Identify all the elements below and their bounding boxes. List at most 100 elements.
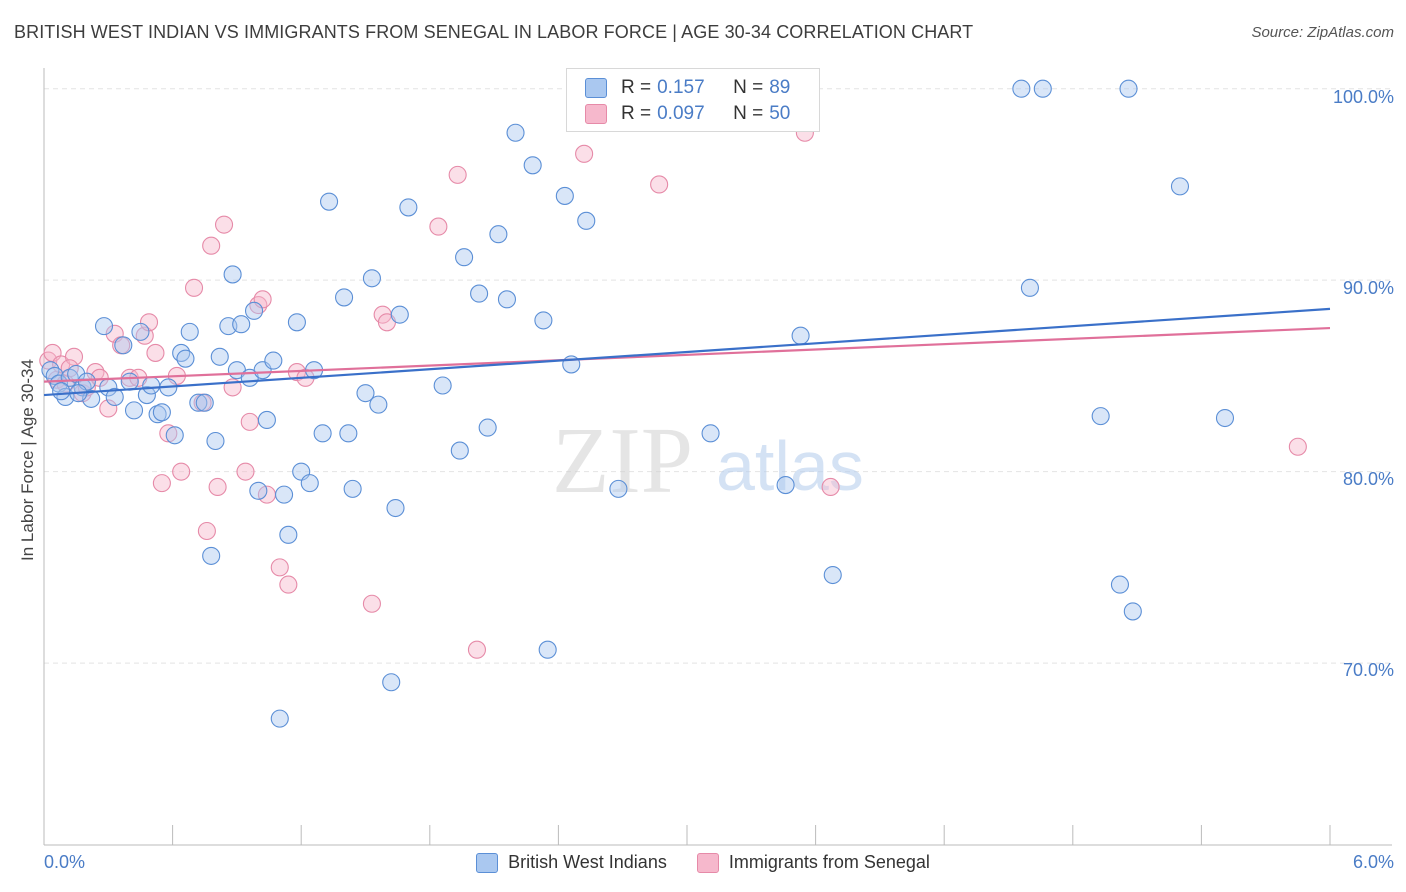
bwi-trend-line — [43, 307, 1331, 397]
y-tick-70: 70.0% — [1342, 660, 1394, 680]
series-legend: British West Indians Immigrants from Sen… — [0, 852, 1406, 873]
bwi-point — [497, 290, 517, 309]
bwi-point — [1020, 278, 1039, 297]
bwi-point — [249, 481, 268, 500]
r-label: R = — [621, 77, 652, 98]
bwi-point — [823, 565, 842, 585]
x-tick-max: 6.0% — [1352, 852, 1394, 872]
y-tick-80: 80.0% — [1342, 469, 1394, 489]
stats-row-senegal: R = 0.097 N = 50 — [585, 101, 790, 127]
bwi-point — [362, 269, 381, 288]
bwi-point — [776, 475, 795, 495]
senegal-point — [448, 165, 467, 184]
bwi-point — [131, 322, 150, 341]
watermark-atlas: atlas — [716, 427, 864, 505]
bwi-point — [1119, 79, 1138, 98]
senegal-legend-swatch — [696, 852, 719, 873]
bwi-point — [124, 401, 144, 420]
bwi-point — [105, 387, 124, 407]
senegal-trend-line — [43, 326, 1331, 383]
n-label: N = — [733, 103, 764, 124]
bwi-points — [41, 79, 1235, 728]
bwi-point — [343, 479, 362, 498]
senegal-point — [240, 412, 259, 431]
senegal-point — [202, 236, 221, 255]
senegal-point — [214, 215, 234, 234]
bwi-point — [609, 479, 628, 498]
bwi-point — [300, 474, 319, 493]
bwi-point — [386, 498, 405, 518]
senegal-point — [279, 575, 298, 594]
bwi-point — [244, 301, 264, 320]
bwi-point — [791, 326, 810, 345]
r-value: 0.157 — [657, 77, 705, 98]
bwi-point — [555, 186, 574, 205]
bwi-point — [1110, 575, 1130, 594]
senegal-point — [152, 474, 171, 493]
senegal-point — [1288, 437, 1307, 456]
chart-title: BRITISH WEST INDIAN VS IMMIGRANTS FROM S… — [14, 22, 974, 42]
n-value: 50 — [769, 103, 791, 124]
bwi-point — [1033, 79, 1052, 98]
bwi-point — [478, 418, 497, 437]
senegal-point — [159, 424, 178, 443]
legend-label-bwi: British West Indians — [508, 852, 667, 872]
bwi-point — [577, 211, 596, 230]
senegal-point — [208, 477, 227, 497]
senegal-point — [362, 594, 381, 613]
bwi-point — [523, 156, 542, 175]
senegal-point — [172, 462, 191, 481]
bwi-point — [114, 336, 133, 355]
bwi-point — [165, 426, 184, 445]
senegal-point — [236, 462, 255, 481]
y-axis-label: In Labor Force | Age 30-34 — [18, 359, 37, 561]
bwi-point — [202, 546, 221, 565]
r-label: R = — [621, 103, 652, 124]
bwi-point — [210, 347, 229, 366]
bwi-point — [433, 376, 452, 395]
bwi-point — [369, 395, 388, 414]
bwi-point — [264, 351, 283, 370]
bwi-point — [450, 441, 469, 460]
axes — [43, 68, 1392, 846]
bwi-point — [189, 393, 208, 412]
bwi-point — [399, 198, 418, 217]
bwi-point — [223, 265, 242, 284]
bwi-point — [94, 317, 114, 336]
bwi-point — [152, 403, 171, 422]
bwi-point — [1012, 79, 1031, 98]
bwi-point — [270, 709, 289, 728]
bwi-point — [195, 393, 214, 412]
senegal-point — [197, 521, 216, 541]
bwi-point — [52, 382, 71, 401]
senegal-point — [184, 278, 204, 297]
bwi-point — [455, 248, 474, 267]
bwi-point — [232, 315, 251, 334]
bwi-point — [470, 284, 489, 303]
bwi-point — [356, 384, 375, 403]
bwi-point — [142, 376, 161, 395]
senegal-point — [146, 343, 165, 362]
bwi-point — [137, 386, 156, 405]
bwi-point — [176, 349, 195, 368]
senegal-point — [99, 399, 118, 418]
bwi-point — [206, 431, 225, 451]
bwi-point — [390, 305, 409, 324]
senegal-point — [650, 175, 669, 194]
bwi-point — [1170, 177, 1190, 196]
legend-label-senegal: Immigrants from Senegal — [728, 852, 930, 872]
bwi-point — [335, 288, 354, 307]
stats-legend: R = 0.157 N = 89 R = 0.097 N = 50 — [566, 68, 820, 132]
n-value: 89 — [769, 77, 791, 98]
bwi-point — [180, 322, 199, 341]
x-tick-min: 0.0% — [44, 852, 86, 872]
legend-item-senegal[interactable]: Immigrants from Senegal — [696, 852, 930, 873]
watermark-zip: ZIP — [552, 409, 693, 513]
senegal-point — [575, 144, 594, 163]
stats-row-bwi: R = 0.157 N = 89 — [585, 75, 790, 101]
bwi-point — [1123, 602, 1142, 621]
senegal-point — [821, 477, 840, 497]
senegal-swatch — [585, 104, 607, 124]
legend-item-bwi[interactable]: British West Indians — [476, 852, 667, 873]
